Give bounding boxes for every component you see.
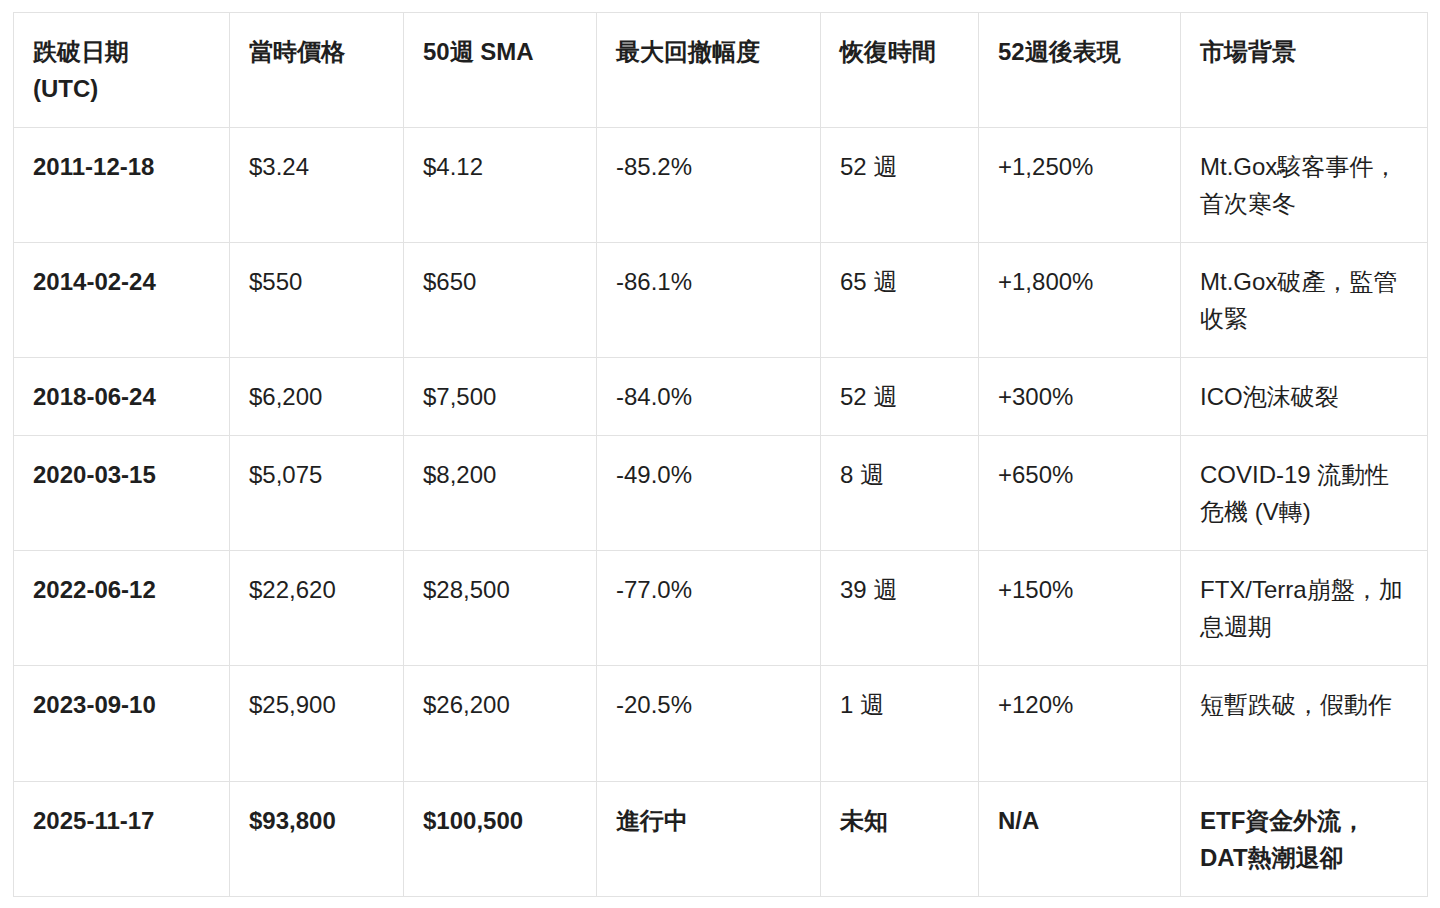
cell-recovery: 39 週 — [821, 551, 979, 666]
table-row: 2025-11-17$93,800$100,500進行中未知N/AETF資金外流… — [14, 782, 1428, 897]
cell-sma: $4.12 — [404, 128, 597, 243]
cell-sma: $650 — [404, 243, 597, 358]
column-header-recovery: 恢復時間 — [821, 13, 979, 128]
cell-performance: +650% — [979, 436, 1181, 551]
cell-recovery: 65 週 — [821, 243, 979, 358]
cell-price: $93,800 — [230, 782, 404, 897]
cell-recovery: 8 週 — [821, 436, 979, 551]
cell-performance: N/A — [979, 782, 1181, 897]
column-header-performance: 52週後表現 — [979, 13, 1181, 128]
table-body: 2011-12-18$3.24$4.12-85.2%52 週+1,250%Mt.… — [14, 128, 1428, 897]
cell-break_date: 2022-06-12 — [14, 551, 230, 666]
cell-background: ETF資金外流，DAT熱潮退卻 — [1181, 782, 1428, 897]
cell-recovery: 1 週 — [821, 666, 979, 782]
cell-sma: $100,500 — [404, 782, 597, 897]
table-row: 2011-12-18$3.24$4.12-85.2%52 週+1,250%Mt.… — [14, 128, 1428, 243]
cell-drawdown: -77.0% — [597, 551, 821, 666]
cell-recovery: 52 週 — [821, 128, 979, 243]
column-header-background: 市場背景 — [1181, 13, 1428, 128]
cell-performance: +1,800% — [979, 243, 1181, 358]
cell-drawdown: 進行中 — [597, 782, 821, 897]
cell-price: $550 — [230, 243, 404, 358]
cell-drawdown: -20.5% — [597, 666, 821, 782]
cell-price: $25,900 — [230, 666, 404, 782]
cell-price: $6,200 — [230, 358, 404, 436]
cell-background: COVID-19 流動性危機 (V轉) — [1181, 436, 1428, 551]
cell-break_date: 2011-12-18 — [14, 128, 230, 243]
cell-background: Mt.Gox破產，監管收緊 — [1181, 243, 1428, 358]
cell-break_date: 2020-03-15 — [14, 436, 230, 551]
cell-price: $22,620 — [230, 551, 404, 666]
cell-background: 短暫跌破，假動作 — [1181, 666, 1428, 782]
cell-sma: $28,500 — [404, 551, 597, 666]
cell-break_date: 2014-02-24 — [14, 243, 230, 358]
table-row: 2014-02-24$550$650-86.1%65 週+1,800%Mt.Go… — [14, 243, 1428, 358]
cell-recovery: 未知 — [821, 782, 979, 897]
cell-sma: $26,200 — [404, 666, 597, 782]
cell-sma: $8,200 — [404, 436, 597, 551]
cell-performance: +150% — [979, 551, 1181, 666]
cell-performance: +120% — [979, 666, 1181, 782]
column-header-price: 當時價格 — [230, 13, 404, 128]
cell-drawdown: -86.1% — [597, 243, 821, 358]
column-header-drawdown: 最大回撤幅度 — [597, 13, 821, 128]
table-row: 2018-06-24$6,200$7,500-84.0%52 週+300%ICO… — [14, 358, 1428, 436]
cell-background: ICO泡沫破裂 — [1181, 358, 1428, 436]
cell-sma: $7,500 — [404, 358, 597, 436]
cell-drawdown: -49.0% — [597, 436, 821, 551]
cell-break_date: 2018-06-24 — [14, 358, 230, 436]
cell-performance: +1,250% — [979, 128, 1181, 243]
cell-background: Mt.Gox駭客事件，首次寒冬 — [1181, 128, 1428, 243]
cell-recovery: 52 週 — [821, 358, 979, 436]
table-head: 跌破日期 (UTC)當時價格50週 SMA最大回撤幅度恢復時間52週後表現市場背… — [14, 13, 1428, 128]
table-row: 2020-03-15$5,075$8,200-49.0%8 週+650%COVI… — [14, 436, 1428, 551]
page: 跌破日期 (UTC)當時價格50週 SMA最大回撤幅度恢復時間52週後表現市場背… — [0, 0, 1440, 908]
column-header-break_date: 跌破日期 (UTC) — [14, 13, 230, 128]
cell-price: $3.24 — [230, 128, 404, 243]
column-header-sma: 50週 SMA — [404, 13, 597, 128]
cell-performance: +300% — [979, 358, 1181, 436]
table-header-row: 跌破日期 (UTC)當時價格50週 SMA最大回撤幅度恢復時間52週後表現市場背… — [14, 13, 1428, 128]
cell-background: FTX/Terra崩盤，加息週期 — [1181, 551, 1428, 666]
cell-drawdown: -84.0% — [597, 358, 821, 436]
cell-break_date: 2023-09-10 — [14, 666, 230, 782]
btc-sma-breakdown-table: 跌破日期 (UTC)當時價格50週 SMA最大回撤幅度恢復時間52週後表現市場背… — [13, 12, 1428, 897]
cell-price: $5,075 — [230, 436, 404, 551]
table-row: 2022-06-12$22,620$28,500-77.0%39 週+150%F… — [14, 551, 1428, 666]
cell-drawdown: -85.2% — [597, 128, 821, 243]
cell-break_date: 2025-11-17 — [14, 782, 230, 897]
table-row: 2023-09-10$25,900$26,200-20.5%1 週+120%短暫… — [14, 666, 1428, 782]
